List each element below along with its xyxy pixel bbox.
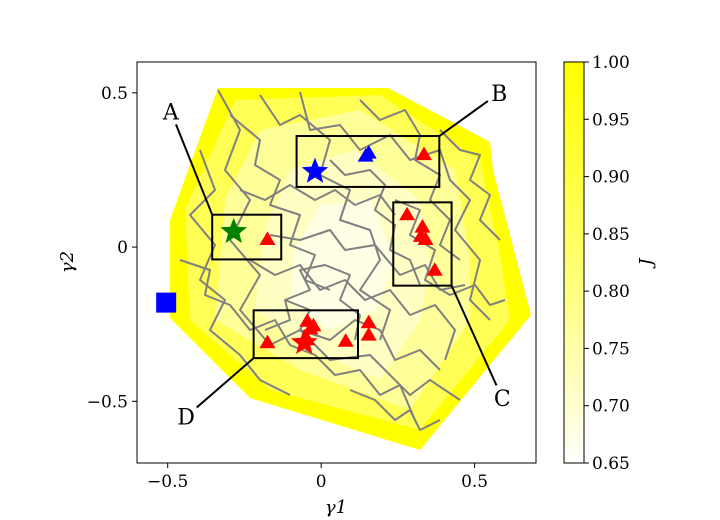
contour-line — [249, 259, 456, 361]
star-marker — [301, 157, 329, 183]
colorbar-tick-label: 0.75 — [592, 339, 630, 359]
region-leader-line — [196, 357, 255, 409]
x-tick-label: −0.5 — [147, 472, 188, 492]
colorbar-tick-label: 0.70 — [592, 397, 630, 417]
region-label-d: D — [177, 406, 195, 431]
contour-line — [329, 159, 421, 286]
triangle-marker — [399, 206, 416, 221]
y-tick-label: 0 — [117, 238, 128, 258]
annotation-boxes: A B C D — [162, 82, 511, 431]
region-box-c — [392, 201, 453, 287]
x-tick-label: 0 — [316, 472, 327, 492]
contour-line — [239, 184, 396, 216]
y-axis-label: γ2 — [57, 251, 78, 273]
region-label-a: A — [162, 100, 180, 125]
triangle-marker — [414, 219, 431, 233]
contour-line — [349, 389, 441, 431]
colorbar-label: J — [636, 257, 657, 270]
plot-frame — [136, 61, 537, 464]
triangle-marker — [426, 262, 443, 276]
y-tick-label: −0.5 — [87, 392, 128, 412]
colorbar — [563, 61, 585, 464]
star-marker — [220, 217, 247, 243]
triangle-marker — [259, 231, 276, 245]
colorbar-tick-label: 0.85 — [592, 225, 630, 245]
triangle-marker — [305, 317, 322, 332]
y-tick-label: 0.5 — [101, 84, 128, 104]
colorbar-tick-label: 0.80 — [592, 282, 630, 302]
contour-map — [170, 88, 531, 450]
region-box-a — [211, 213, 283, 261]
region-leader-line — [450, 285, 498, 386]
contour-line — [269, 229, 466, 291]
x-axis: −0.5 0 0.5 — [147, 463, 488, 492]
colorbar-tick-label: 0.90 — [592, 168, 630, 188]
colorbar-ticks: 1.00 0.95 0.90 0.85 0.80 0.75 0.70 0.65 — [584, 53, 630, 474]
region-box-b — [295, 135, 441, 188]
contour-line — [259, 94, 391, 341]
region-leader-line — [438, 100, 489, 137]
star-marker — [291, 328, 318, 354]
colorbar-tick-label: 1.00 — [592, 53, 630, 73]
region-label-b: B — [491, 82, 507, 107]
x-tick-label: 0.5 — [461, 472, 488, 492]
region-box-d — [252, 309, 359, 360]
triangle-marker — [417, 231, 434, 245]
y-axis: 0.5 0 −0.5 — [87, 84, 137, 412]
contour-line — [439, 129, 501, 241]
contour-line — [394, 199, 506, 306]
contour-line — [189, 149, 291, 396]
triangle-marker — [360, 144, 377, 159]
triangle-marker — [360, 326, 377, 341]
contour-line — [359, 99, 461, 261]
contour-line — [179, 259, 416, 421]
x-axis-label: γ1 — [325, 497, 347, 518]
colorbar-tick-label: 0.65 — [592, 454, 630, 474]
triangle-marker — [415, 146, 432, 161]
triangle-marker — [259, 334, 276, 349]
colorbar-tick-label: 0.95 — [592, 110, 630, 130]
triangle-marker — [337, 333, 354, 347]
square-marker — [156, 292, 177, 313]
region-label-c: C — [494, 387, 511, 412]
region-leader-line — [175, 123, 214, 216]
triangle-marker — [360, 314, 377, 329]
markers — [156, 144, 443, 354]
